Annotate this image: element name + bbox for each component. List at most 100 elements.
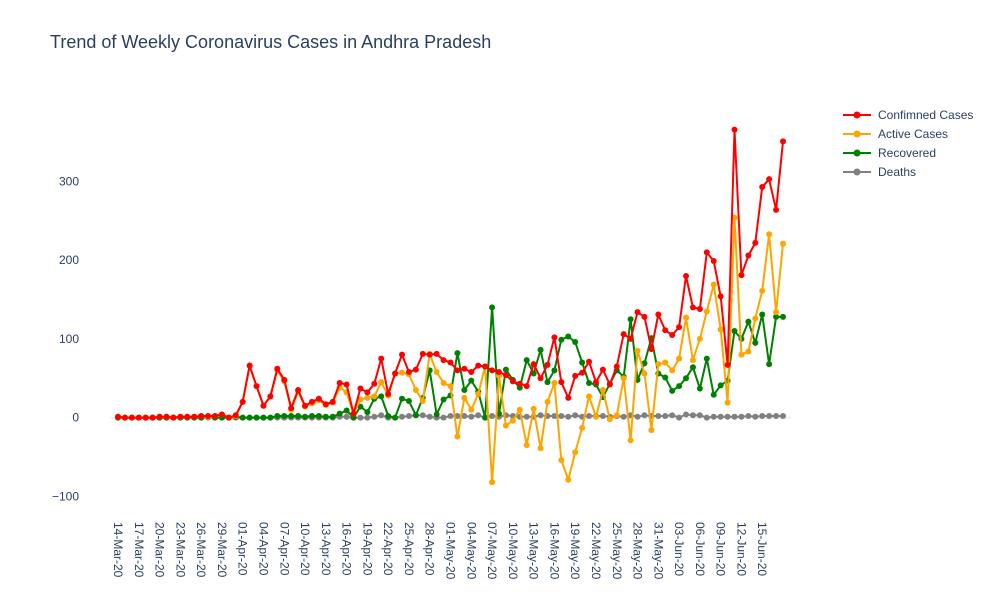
data-point-recovered[interactable]	[378, 393, 385, 400]
data-point-active-cases[interactable]	[558, 457, 565, 464]
data-point-active-cases[interactable]	[620, 375, 627, 382]
data-point-recovered[interactable]	[586, 379, 593, 386]
data-point-deaths[interactable]	[447, 413, 454, 420]
data-point-active-cases[interactable]	[489, 479, 496, 486]
data-point-confimned-cases[interactable]	[163, 413, 170, 420]
data-point-active-cases[interactable]	[696, 335, 703, 342]
data-point-confimned-cases[interactable]	[399, 351, 406, 358]
data-point-confimned-cases[interactable]	[295, 387, 302, 394]
data-point-deaths[interactable]	[731, 413, 738, 420]
data-point-recovered[interactable]	[267, 414, 274, 421]
data-point-recovered[interactable]	[281, 413, 288, 420]
data-point-recovered[interactable]	[745, 318, 752, 325]
data-point-deaths[interactable]	[780, 413, 786, 420]
data-point-confimned-cases[interactable]	[447, 359, 454, 366]
data-point-confimned-cases[interactable]	[225, 414, 232, 421]
data-point-confimned-cases[interactable]	[149, 414, 156, 421]
data-point-confimned-cases[interactable]	[516, 380, 523, 387]
data-point-active-cases[interactable]	[572, 449, 579, 456]
data-point-active-cases[interactable]	[669, 367, 676, 374]
data-point-confimned-cases[interactable]	[232, 412, 239, 419]
data-point-recovered[interactable]	[385, 413, 392, 420]
data-point-recovered[interactable]	[627, 316, 634, 323]
data-point-confimned-cases[interactable]	[689, 304, 696, 311]
data-point-confimned-cases[interactable]	[156, 413, 163, 420]
data-point-active-cases[interactable]	[634, 347, 641, 354]
data-point-active-cases[interactable]	[703, 308, 710, 315]
data-point-confimned-cases[interactable]	[495, 368, 502, 375]
data-point-deaths[interactable]	[717, 413, 724, 420]
data-point-recovered[interactable]	[440, 396, 447, 403]
data-point-confimned-cases[interactable]	[502, 372, 509, 379]
data-point-confimned-cases[interactable]	[288, 405, 295, 412]
data-point-confimned-cases[interactable]	[468, 368, 475, 375]
data-point-confimned-cases[interactable]	[412, 366, 419, 373]
data-point-deaths[interactable]	[724, 413, 731, 420]
data-point-confimned-cases[interactable]	[634, 309, 641, 316]
data-point-recovered[interactable]	[274, 413, 281, 420]
data-point-confimned-cases[interactable]	[350, 410, 357, 417]
data-point-active-cases[interactable]	[565, 476, 572, 483]
data-point-recovered[interactable]	[336, 410, 343, 417]
data-point-active-cases[interactable]	[399, 369, 406, 376]
data-point-deaths[interactable]	[572, 412, 579, 419]
data-point-confimned-cases[interactable]	[606, 381, 613, 388]
data-point-deaths[interactable]	[419, 412, 426, 419]
data-point-recovered[interactable]	[461, 387, 468, 394]
data-point-deaths[interactable]	[745, 413, 752, 420]
data-point-recovered[interactable]	[246, 414, 253, 421]
data-point-recovered[interactable]	[544, 379, 551, 386]
data-point-confimned-cases[interactable]	[260, 402, 267, 409]
data-point-confimned-cases[interactable]	[315, 395, 322, 402]
data-point-deaths[interactable]	[766, 413, 773, 420]
data-point-recovered[interactable]	[412, 412, 419, 419]
data-point-confimned-cases[interactable]	[696, 306, 703, 313]
data-point-confimned-cases[interactable]	[177, 413, 184, 420]
data-point-recovered[interactable]	[558, 336, 565, 343]
data-point-confimned-cases[interactable]	[308, 398, 315, 405]
data-point-recovered[interactable]	[482, 414, 489, 421]
data-point-deaths[interactable]	[689, 412, 696, 419]
data-point-confimned-cases[interactable]	[627, 335, 634, 342]
data-point-recovered[interactable]	[703, 355, 710, 362]
data-point-recovered[interactable]	[572, 339, 579, 346]
data-point-confimned-cases[interactable]	[433, 350, 440, 357]
data-point-confimned-cases[interactable]	[752, 239, 759, 246]
data-point-deaths[interactable]	[523, 413, 530, 420]
data-point-deaths[interactable]	[641, 412, 648, 419]
data-point-recovered[interactable]	[392, 414, 399, 421]
data-point-active-cases[interactable]	[412, 387, 419, 394]
data-point-confimned-cases[interactable]	[364, 389, 371, 396]
legend[interactable]: Confimned Cases Active Cases Recovered Deat…	[843, 108, 973, 179]
data-point-deaths[interactable]	[468, 413, 475, 420]
data-point-confimned-cases[interactable]	[780, 138, 786, 145]
data-point-active-cases[interactable]	[523, 442, 530, 449]
data-point-confimned-cases[interactable]	[135, 414, 142, 421]
data-point-deaths[interactable]	[676, 414, 683, 421]
data-point-recovered[interactable]	[454, 350, 461, 357]
data-point-recovered[interactable]	[364, 409, 371, 416]
data-point-deaths[interactable]	[405, 413, 412, 420]
data-point-recovered[interactable]	[579, 359, 586, 366]
data-point-active-cases[interactable]	[606, 416, 613, 423]
data-point-deaths[interactable]	[475, 412, 482, 419]
data-point-recovered[interactable]	[322, 413, 329, 420]
data-point-recovered[interactable]	[239, 414, 246, 421]
data-point-deaths[interactable]	[669, 412, 676, 419]
data-point-deaths[interactable]	[454, 413, 461, 420]
data-point-confimned-cases[interactable]	[329, 398, 336, 405]
data-point-deaths[interactable]	[426, 413, 433, 420]
data-point-recovered[interactable]	[343, 407, 350, 414]
data-point-deaths[interactable]	[599, 413, 606, 420]
data-point-active-cases[interactable]	[530, 405, 537, 412]
data-point-confimned-cases[interactable]	[198, 413, 205, 420]
data-point-active-cases[interactable]	[766, 231, 773, 238]
data-point-confimned-cases[interactable]	[759, 184, 766, 191]
data-point-active-cases[interactable]	[683, 314, 690, 321]
data-point-recovered[interactable]	[676, 383, 683, 390]
data-point-confimned-cases[interactable]	[419, 350, 426, 357]
data-point-active-cases[interactable]	[641, 370, 648, 377]
data-point-recovered[interactable]	[662, 374, 669, 381]
data-point-recovered[interactable]	[288, 413, 295, 420]
data-point-deaths[interactable]	[440, 414, 447, 421]
